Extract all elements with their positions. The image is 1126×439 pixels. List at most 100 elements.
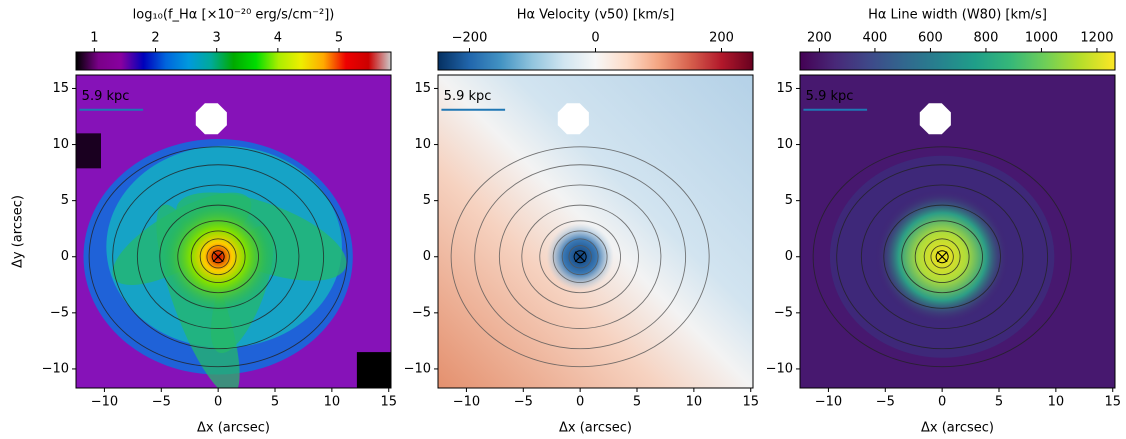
axes-frame xyxy=(75,74,392,389)
y-tick-label: −5 xyxy=(412,305,431,320)
y-tick-label: 0 xyxy=(785,249,793,264)
center-marker xyxy=(573,250,587,264)
map-masked xyxy=(356,352,391,388)
colorbar-tick-label: 1000 xyxy=(1025,31,1058,46)
y-tick-label: −10 xyxy=(42,361,69,376)
contour xyxy=(923,238,961,276)
x-tick-label: 10 xyxy=(1048,395,1065,410)
x-tick-label: 15 xyxy=(380,395,397,410)
y-tick-label: 5 xyxy=(785,193,793,208)
colorbar xyxy=(437,51,754,71)
center-marker xyxy=(574,251,586,263)
y-tick-label: 10 xyxy=(52,137,69,152)
colorbar-label: log₁₀(f_Hα [×10⁻²⁰ erg/s/cm⁻²]) xyxy=(133,8,335,23)
contour xyxy=(539,220,621,294)
axes-frame xyxy=(437,74,754,389)
contour xyxy=(860,184,1024,329)
center-marker xyxy=(211,250,225,264)
map-image xyxy=(800,75,1115,388)
x-axis-label: Δx (arcsec) xyxy=(559,421,632,436)
y-tick-label: 15 xyxy=(776,81,793,96)
x-axis-label: Δx (arcsec) xyxy=(197,421,270,436)
scale-bar-label: 5.9 kpc xyxy=(82,89,130,104)
x-tick-label: 0 xyxy=(576,395,584,410)
y-tick-label: −5 xyxy=(50,305,69,320)
contour xyxy=(914,230,970,283)
scale-bar-label: 5.9 kpc xyxy=(444,89,492,104)
colorbar-tick-label: 5 xyxy=(335,31,343,46)
contour xyxy=(199,238,237,276)
x-tick-label: 5 xyxy=(995,395,1003,410)
y-tick-label: 0 xyxy=(61,249,69,264)
x-tick-label: 15 xyxy=(1104,395,1121,410)
contour xyxy=(552,230,608,283)
x-tick-label: 5 xyxy=(271,395,279,410)
masked-star xyxy=(557,103,589,135)
x-tick-label: −10 xyxy=(815,395,842,410)
y-tick-label: −5 xyxy=(774,305,793,320)
y-tick-label: 0 xyxy=(423,249,431,264)
y-tick-label: −10 xyxy=(766,361,793,376)
contour xyxy=(159,204,277,309)
x-tick-label: 0 xyxy=(214,395,222,410)
y-tick-label: 15 xyxy=(414,81,431,96)
contour xyxy=(568,245,592,269)
y-tick-label: 10 xyxy=(414,137,431,152)
y-axis-label: Δy (arcsec) xyxy=(11,195,26,268)
y-tick-label: 15 xyxy=(52,81,69,96)
contour xyxy=(883,204,1001,309)
colorbar-tick-label: 0 xyxy=(591,31,599,46)
contour xyxy=(930,245,954,269)
y-tick-label: 5 xyxy=(423,193,431,208)
y-tick-label: 5 xyxy=(61,193,69,208)
axes-frame xyxy=(799,74,1116,389)
contour xyxy=(177,220,259,294)
contour xyxy=(136,184,300,329)
contour xyxy=(88,146,348,368)
x-tick-label: −5 xyxy=(876,395,895,410)
x-tick-label: 15 xyxy=(742,395,759,410)
contour xyxy=(474,164,687,350)
colorbar-label: Hα Line width (W80) [km/s] xyxy=(868,8,1047,23)
colorbar-tick-label: 600 xyxy=(918,31,943,46)
colorbar-tick-label: 800 xyxy=(974,31,999,46)
colorbar-tick-label: 2 xyxy=(151,31,159,46)
scale-bar-label: 5.9 kpc xyxy=(806,89,854,104)
map-image xyxy=(438,75,753,388)
x-axis-label: Δx (arcsec) xyxy=(921,421,994,436)
colorbar-tick-label: −200 xyxy=(452,31,488,46)
colorbar-tick-label: 1200 xyxy=(1080,31,1113,46)
contour xyxy=(901,220,983,294)
colorbar-tick-label: 3 xyxy=(213,31,221,46)
colorbar-tick-label: 200 xyxy=(709,31,734,46)
y-tick-label: −10 xyxy=(404,361,431,376)
x-tick-label: 10 xyxy=(686,395,703,410)
masked-star xyxy=(919,103,951,135)
colorbar-tick-label: 1 xyxy=(90,31,98,46)
colorbar xyxy=(799,51,1116,71)
center-marker xyxy=(935,250,949,264)
colorbar-tick-label: 200 xyxy=(807,31,832,46)
contour xyxy=(836,164,1049,350)
map-masked xyxy=(76,133,101,169)
x-tick-label: −10 xyxy=(91,395,118,410)
center-marker xyxy=(212,251,224,263)
x-tick-label: 10 xyxy=(324,395,341,410)
x-tick-label: −5 xyxy=(514,395,533,410)
contour xyxy=(190,230,246,283)
contour xyxy=(812,146,1072,368)
colorbar xyxy=(75,51,392,71)
colorbar-label: Hα Velocity (v50) [km/s] xyxy=(517,8,675,23)
map-image xyxy=(76,75,391,388)
contour xyxy=(450,146,710,368)
colorbar-tick-label: 4 xyxy=(274,31,282,46)
center-marker xyxy=(936,251,948,263)
contour xyxy=(561,238,599,276)
y-tick-label: 10 xyxy=(776,137,793,152)
colorbar-tick-label: 400 xyxy=(863,31,888,46)
x-tick-label: −10 xyxy=(453,395,480,410)
contour xyxy=(521,204,639,309)
x-tick-label: −5 xyxy=(152,395,171,410)
contour xyxy=(498,184,662,329)
